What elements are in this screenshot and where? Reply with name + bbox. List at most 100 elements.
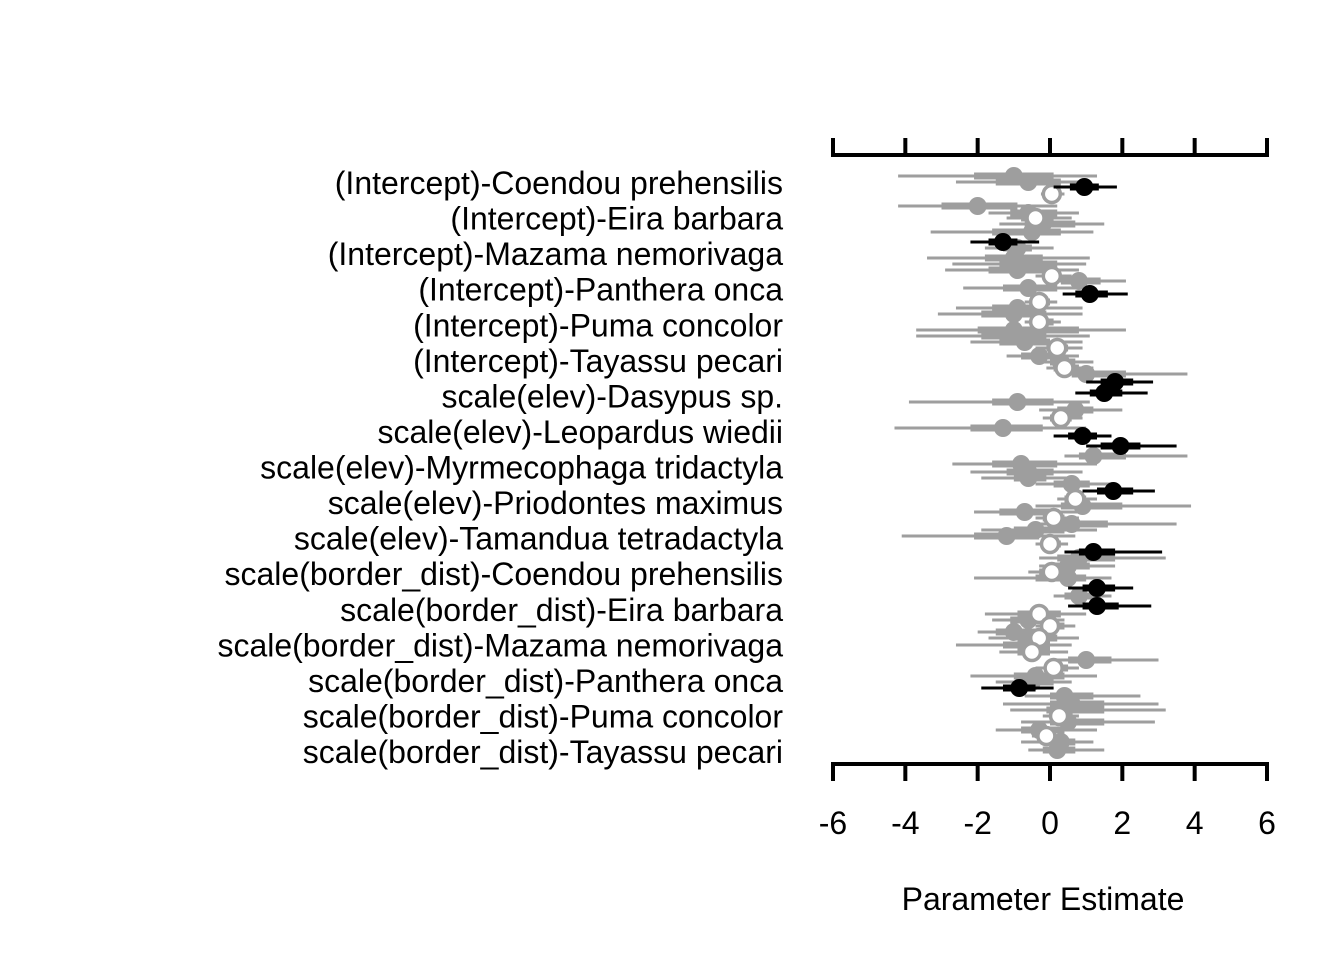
estimate-black bbox=[970, 233, 1040, 251]
estimate-gray bbox=[908, 393, 1090, 411]
estimate-black bbox=[1062, 285, 1128, 303]
point-estimate bbox=[1050, 407, 1072, 429]
x-tick-label: 4 bbox=[1186, 805, 1204, 841]
point-estimate bbox=[1088, 597, 1107, 615]
estimate-gray bbox=[1035, 475, 1116, 493]
point-estimate bbox=[1084, 543, 1103, 561]
point-estimate bbox=[1008, 261, 1027, 279]
estimate-gray bbox=[894, 419, 1087, 437]
estimate-open bbox=[1031, 725, 1061, 747]
point-estimate bbox=[1080, 285, 1099, 303]
estimate-open bbox=[1028, 561, 1072, 583]
point-estimate bbox=[1065, 488, 1086, 510]
estimate-black bbox=[1053, 178, 1117, 196]
estimate-open bbox=[1024, 291, 1058, 313]
row-label: scale(border_dist)-Tayassu pecari bbox=[303, 734, 783, 770]
estimate-black bbox=[981, 679, 1054, 697]
estimate-open bbox=[1046, 357, 1094, 379]
estimate-black bbox=[1086, 437, 1177, 455]
point-estimate bbox=[1069, 272, 1088, 290]
row-label: (Intercept)-Eira barbara bbox=[450, 201, 783, 237]
point-estimate bbox=[1046, 337, 1068, 359]
point-estimate bbox=[1041, 265, 1063, 287]
point-estimate bbox=[1004, 305, 1023, 323]
estimate-black bbox=[1068, 579, 1134, 597]
estimate-open bbox=[999, 641, 1069, 663]
point-estimate bbox=[1075, 178, 1094, 196]
point-estimate bbox=[1043, 657, 1064, 679]
estimate-gray bbox=[1028, 741, 1105, 759]
row-label: scale(elev)-Dasypus sp. bbox=[442, 378, 783, 414]
point-estimate bbox=[1019, 173, 1038, 191]
estimate-open bbox=[1035, 657, 1079, 679]
point-estimate bbox=[1015, 503, 1034, 521]
point-estimate bbox=[993, 419, 1012, 437]
row-label: scale(elev)-Tamandua tetradactyla bbox=[294, 521, 783, 557]
x-axis-title: Parameter Estimate bbox=[902, 881, 1185, 917]
row-label: scale(border_dist)-Panthera onca bbox=[308, 663, 783, 699]
estimate-black bbox=[1082, 482, 1155, 500]
row-label: scale(elev)-Leopardus wiedii bbox=[377, 414, 783, 450]
point-estimate bbox=[1028, 291, 1050, 313]
row-label: (Intercept)-Tayassu pecari bbox=[413, 343, 783, 379]
point-estimate bbox=[1019, 469, 1038, 487]
point-estimate bbox=[1043, 507, 1064, 529]
x-tick-label: -2 bbox=[963, 805, 991, 841]
point-estimate bbox=[997, 527, 1016, 545]
row-label: (Intercept)-Coendou prehensilis bbox=[335, 165, 783, 201]
row-label: scale(border_dist)-Coendou prehensilis bbox=[224, 556, 783, 592]
estimate-open bbox=[1040, 183, 1065, 205]
row-label: scale(elev)-Priodontes maximus bbox=[328, 485, 783, 521]
estimate-gray bbox=[981, 469, 1069, 487]
estimate-open bbox=[1035, 533, 1069, 555]
estimate-black bbox=[1086, 373, 1154, 391]
point-estimate bbox=[1088, 579, 1107, 597]
row-label: scale(border_dist)-Puma concolor bbox=[303, 698, 784, 734]
point-estimate bbox=[1077, 651, 1096, 669]
estimate-open bbox=[1035, 265, 1072, 287]
row-label: scale(border_dist)-Mazama nemorivaga bbox=[217, 627, 783, 663]
estimate-open bbox=[1024, 311, 1061, 333]
estimate-open bbox=[1042, 705, 1079, 727]
estimate-gray bbox=[955, 173, 1090, 191]
estimate-black bbox=[1064, 543, 1163, 561]
point-estimate bbox=[1028, 311, 1050, 333]
estimate-open bbox=[1035, 507, 1079, 529]
x-tick-label: -6 bbox=[819, 805, 847, 841]
x-tick-label: 2 bbox=[1113, 805, 1131, 841]
estimate-black bbox=[1068, 597, 1152, 615]
point-estimate bbox=[968, 197, 987, 215]
point-estimate bbox=[993, 233, 1012, 251]
row-label: (Intercept)-Panthera onca bbox=[418, 272, 783, 308]
point-estimate bbox=[1010, 679, 1029, 697]
x-tick-label: 0 bbox=[1041, 805, 1059, 841]
point-estimate bbox=[1084, 447, 1103, 465]
point-estimate bbox=[1021, 641, 1043, 663]
point-estimate bbox=[1015, 333, 1034, 351]
point-estimate bbox=[1048, 705, 1070, 727]
estimate-gray bbox=[1050, 651, 1159, 669]
row-label: (Intercept)-Puma concolor bbox=[413, 307, 783, 343]
estimate-gray bbox=[1064, 447, 1188, 465]
estimate-marks bbox=[894, 167, 1192, 759]
point-estimate bbox=[1054, 357, 1075, 379]
point-estimate bbox=[1041, 183, 1063, 205]
top-axis bbox=[831, 138, 1269, 157]
point-estimate bbox=[1095, 384, 1114, 402]
x-tick-label: 6 bbox=[1258, 805, 1276, 841]
point-estimate bbox=[1008, 393, 1027, 411]
estimate-gray bbox=[963, 279, 1094, 297]
point-estimate bbox=[1039, 533, 1061, 555]
point-estimate bbox=[1073, 427, 1092, 445]
point-estimate bbox=[1062, 475, 1081, 493]
row-label: scale(border_dist)-Eira barbara bbox=[340, 592, 783, 628]
point-estimate bbox=[1025, 207, 1046, 229]
estimate-black bbox=[1053, 427, 1112, 445]
estimate-open bbox=[1057, 488, 1098, 510]
bottom-axis: -6 -4 -2 0 2 4 6 bbox=[819, 762, 1276, 841]
row-labels: (Intercept)-Coendou prehensilis(Intercep… bbox=[217, 165, 783, 770]
point-estimate bbox=[1111, 437, 1130, 455]
point-estimate bbox=[1036, 725, 1057, 747]
estimate-black bbox=[1075, 384, 1148, 402]
